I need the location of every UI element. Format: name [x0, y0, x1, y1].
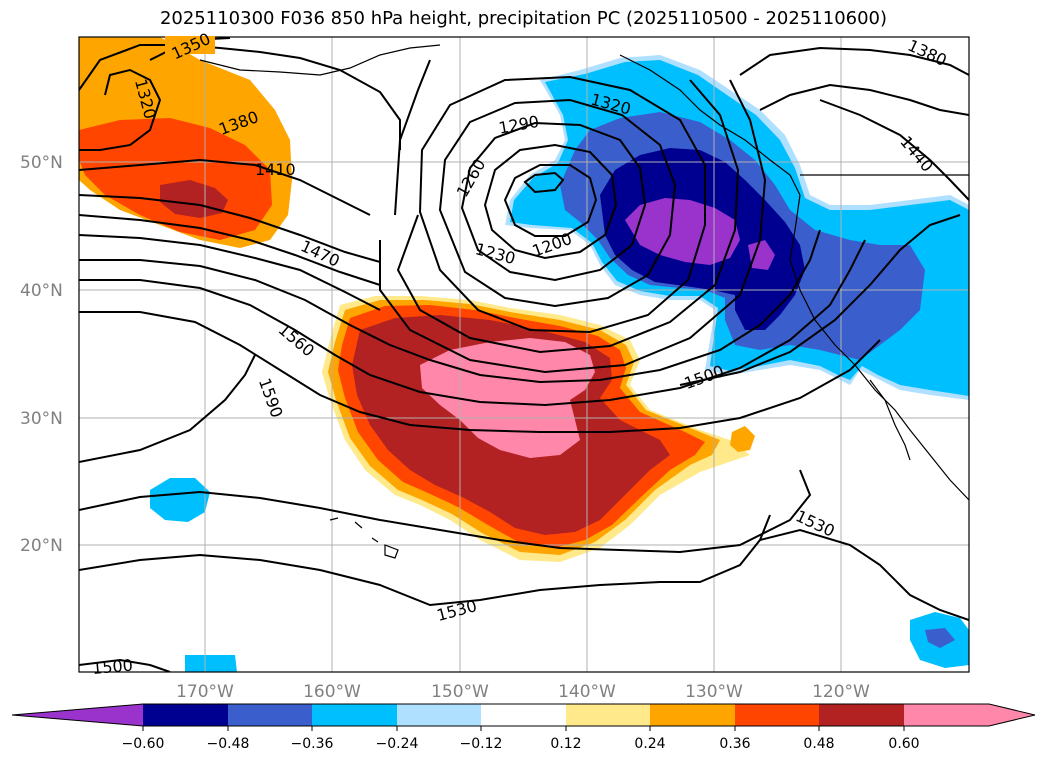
map-title: 2025110300 F036 850 hPa height, precipit… — [159, 8, 888, 29]
lat-label-40n: 40°N — [20, 281, 63, 301]
contour-1500-sw — [79, 658, 171, 672]
colorbar-extend-high — [989, 704, 1035, 726]
contour-label: 1500 — [91, 655, 133, 677]
map-frame — [78, 36, 970, 673]
contour-w3 — [79, 194, 381, 263]
coast-bc — [619, 54, 801, 196]
colorbar-segment — [819, 704, 904, 726]
precip-negative-purple-2 — [748, 240, 775, 270]
colorbar-tick-label: 0.12 — [550, 736, 581, 752]
lon-label-170w: 170°W — [176, 682, 234, 702]
contour-1410 — [79, 158, 371, 216]
precip-negative-purple — [625, 198, 740, 265]
precip-positive-nw-inner — [79, 118, 272, 240]
contour-1380-ne — [739, 46, 969, 76]
contour-1530-s — [79, 514, 771, 607]
contour-1470 — [79, 234, 381, 311]
contour-w6 — [79, 229, 821, 384]
lon-label-120w: 120°W — [812, 682, 870, 702]
contour-1290 — [438, 98, 677, 308]
contour-label: 1410 — [255, 160, 296, 179]
coast-alaska — [199, 44, 441, 76]
colorbar-extend-low — [12, 704, 143, 726]
coast-uswest — [789, 194, 969, 501]
colorbar-segment — [566, 704, 650, 726]
lon-label-140w: 140°W — [558, 682, 616, 702]
contour-1380 — [79, 44, 401, 150]
colorbar-segment — [228, 704, 312, 726]
colorbar-segment — [143, 704, 228, 726]
lon-label-150w: 150°W — [431, 682, 489, 702]
colorbar-tick-label: 0.36 — [719, 736, 750, 752]
coastlines — [199, 44, 969, 559]
contour-1560 — [79, 311, 881, 433]
contour-ring-a — [396, 79, 740, 354]
contour-low-1170 — [523, 171, 565, 194]
contour-big-1 — [394, 59, 431, 216]
colorbar-tick-label: 0.48 — [803, 736, 834, 752]
precip-positive-small — [730, 426, 755, 452]
precip-negative-small-3-inner — [925, 628, 955, 648]
lon-label-160w: 160°W — [303, 682, 361, 702]
contour-1500-mid — [679, 214, 961, 386]
colorbar-segment — [904, 704, 989, 726]
contour-1440 — [819, 99, 969, 201]
colorbar-segment — [312, 704, 397, 726]
contour-1590 — [79, 354, 256, 463]
contour-ne-2 — [759, 83, 969, 116]
colorbar-segment — [650, 704, 735, 726]
colorbar-tick-label: −0.60 — [122, 736, 165, 752]
lat-label-50n: 50°N — [20, 153, 63, 173]
colorbar-tick-label: 0.60 — [888, 736, 919, 752]
colorbar: −0.60 −0.48 −0.36 −0.24 −0.12 0.12 0.24 … — [11, 703, 1036, 752]
colorbar-segment — [735, 704, 819, 726]
contour-1320 — [418, 75, 706, 334]
lon-label-130w: 130°W — [685, 682, 743, 702]
contour-1260 — [460, 121, 647, 282]
contour-1200 — [503, 164, 598, 237]
contour-1230 — [483, 143, 618, 260]
colorbar-tick-label: −0.24 — [376, 736, 419, 752]
contour-1320-west — [79, 68, 162, 151]
latitude-labels: 50°N 40°N 30°N 20°N — [20, 153, 63, 556]
colorbar-tick-label: −0.12 — [460, 736, 503, 752]
colorbar-tick-label: 0.24 — [634, 736, 665, 752]
contour-ring-b — [379, 79, 767, 374]
colorbar-segment — [481, 704, 566, 726]
contour-w4 — [79, 214, 381, 286]
contour-se — [759, 528, 969, 621]
coast-baja — [869, 379, 911, 461]
height-contours — [79, 37, 969, 672]
shaded-fields — [79, 37, 969, 672]
hawaii — [329, 517, 399, 559]
colorbar-segment — [397, 704, 481, 726]
colorbar-tick-label: −0.48 — [207, 736, 250, 752]
precip-negative-small-1 — [150, 478, 210, 522]
lat-label-30n: 30°N — [20, 409, 63, 429]
contour-s1 — [79, 469, 812, 554]
precip-positive-central-pink — [420, 338, 595, 458]
lat-label-20n: 20°N — [20, 536, 63, 556]
longitude-labels: 170°W 160°W 150°W 140°W 130°W 120°W — [176, 682, 870, 702]
contour-w7 — [79, 239, 866, 407]
colorbar-tick-label: −0.36 — [291, 736, 334, 752]
precip-negative-small-2 — [185, 655, 237, 672]
